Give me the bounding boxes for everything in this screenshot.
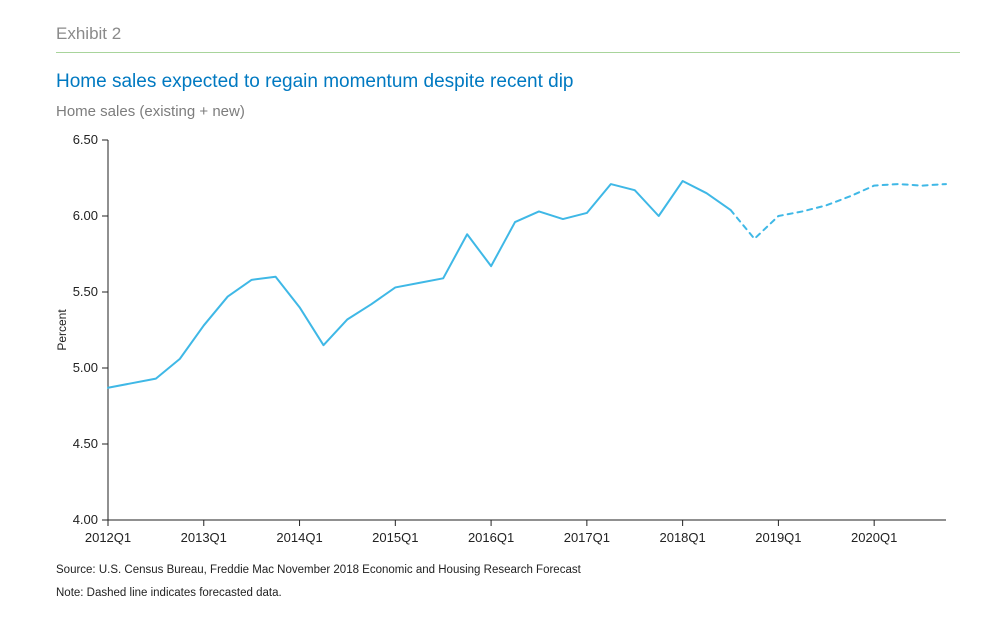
svg-text:2019Q1: 2019Q1	[755, 530, 801, 545]
svg-text:2016Q1: 2016Q1	[468, 530, 514, 545]
chart-svg: 4.00 4.50 5.00 5.50 6.00 6.50 Percent 2012Q1 201…	[56, 126, 956, 556]
svg-text:5.00: 5.00	[73, 360, 98, 375]
forecast-line	[731, 184, 946, 239]
source-footnote: Source: U.S. Census Bureau, Freddie Mac …	[56, 562, 960, 579]
svg-text:6.50: 6.50	[73, 132, 98, 147]
chart-subtitle: Home sales (existing + new)	[56, 103, 960, 120]
svg-text:2015Q1: 2015Q1	[372, 530, 418, 545]
exhibit-label: Exhibit 2	[56, 24, 960, 44]
svg-text:2013Q1: 2013Q1	[181, 530, 227, 545]
svg-text:2020Q1: 2020Q1	[851, 530, 897, 545]
svg-text:Percent: Percent	[56, 309, 69, 351]
divider-line	[56, 52, 960, 53]
line-chart: 4.00 4.50 5.00 5.50 6.00 6.50 Percent 2012Q1 201…	[56, 126, 956, 556]
svg-text:5.50: 5.50	[73, 284, 98, 299]
actual-line	[108, 181, 731, 388]
svg-text:4.00: 4.00	[73, 512, 98, 527]
svg-text:2012Q1: 2012Q1	[85, 530, 131, 545]
svg-text:2018Q1: 2018Q1	[659, 530, 705, 545]
chart-title: Home sales expected to regain momentum d…	[56, 71, 960, 93]
svg-text:6.00: 6.00	[73, 208, 98, 223]
svg-text:2017Q1: 2017Q1	[564, 530, 610, 545]
svg-text:4.50: 4.50	[73, 436, 98, 451]
note-footnote: Note: Dashed line indicates forecasted d…	[56, 585, 960, 602]
svg-text:2014Q1: 2014Q1	[276, 530, 322, 545]
